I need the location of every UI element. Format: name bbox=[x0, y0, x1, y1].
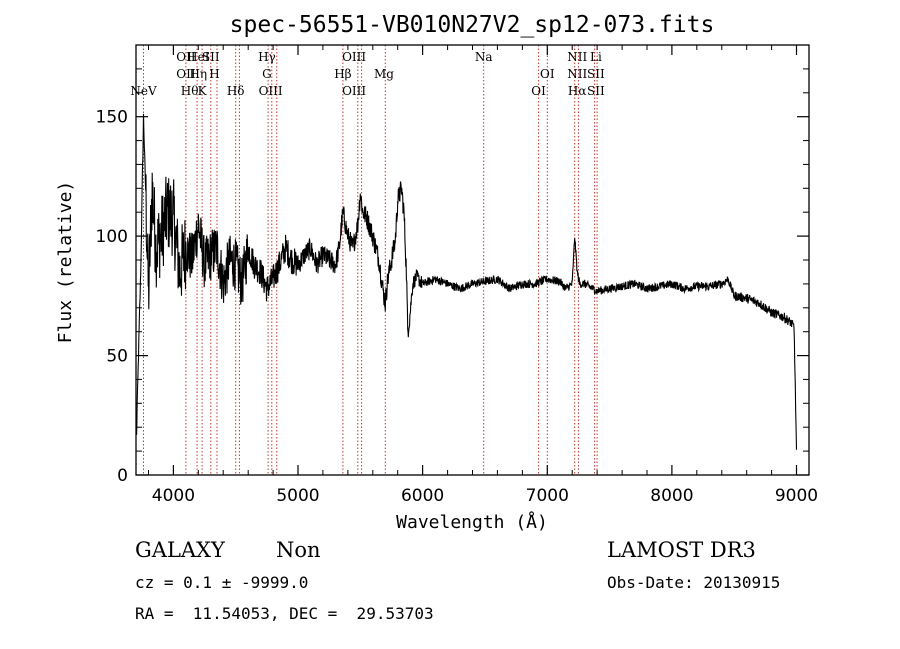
spectral-line-label: Hη bbox=[189, 67, 207, 81]
spectral-line-label: OI bbox=[540, 67, 555, 81]
spectral-line-label: Na bbox=[475, 50, 493, 64]
spectral-line-label: NeV bbox=[130, 84, 157, 98]
y-axis-label: Flux (relative) bbox=[55, 181, 76, 344]
y-tick-label: 100 bbox=[96, 227, 128, 247]
x-tick-label: 6000 bbox=[401, 486, 444, 506]
survey-name: LAMOST DR3 bbox=[607, 538, 756, 562]
spectral-line-label: SII bbox=[587, 67, 605, 81]
spectral-line-label: OIII bbox=[342, 84, 366, 98]
spectral-line-label: Hθ bbox=[181, 84, 199, 98]
spectral-line-label: SII bbox=[202, 50, 220, 64]
plot-frame bbox=[135, 44, 810, 476]
x-tick-label: 9000 bbox=[775, 486, 818, 506]
spectral-line-label: Hβ bbox=[334, 67, 351, 81]
spectrum-series bbox=[136, 113, 798, 450]
spectral-line-label: OII bbox=[176, 50, 196, 64]
obs-date: Obs-Date: 20130915 bbox=[607, 573, 781, 592]
x-tick-label: 5000 bbox=[276, 486, 319, 506]
spectral-line-label: H bbox=[209, 67, 219, 81]
axis-ticks: 4000 5000 6000 7000 8000 9000 0 50 100 150 bbox=[96, 45, 818, 506]
spectral-line-label: OII bbox=[176, 67, 196, 81]
y-tick-label: 150 bbox=[96, 108, 128, 128]
y-tick-label: 0 bbox=[117, 466, 128, 486]
spectral-line-label: NII bbox=[567, 50, 587, 64]
x-tick-label: 4000 bbox=[152, 486, 195, 506]
object-subclass: Non bbox=[276, 538, 321, 562]
spectral-line-label: Mg bbox=[374, 67, 394, 81]
spectral-line-label: G bbox=[262, 67, 272, 81]
x-tick-label: 7000 bbox=[526, 486, 569, 506]
chart-title: spec-56551-VB010N27V2_sp12-073.fits bbox=[230, 12, 715, 38]
spectrum-line bbox=[136, 113, 798, 450]
redshift-cz: cz = 0.1 ± -9999.0 bbox=[135, 573, 309, 592]
spectral-line-label: OI bbox=[531, 84, 546, 98]
x-axis-label: Wavelength (Å) bbox=[396, 511, 548, 533]
spectral-line-label: Hδ bbox=[227, 84, 245, 98]
y-tick-label: 50 bbox=[106, 347, 128, 367]
spectral-line-label: K bbox=[198, 84, 208, 98]
x-tick-label: 8000 bbox=[650, 486, 693, 506]
spectral-line-label: NII bbox=[567, 67, 587, 81]
spectral-line-label: Hγ bbox=[258, 50, 276, 64]
spectral-line-label: OIII bbox=[259, 84, 283, 98]
spectral-line-label: OIII bbox=[342, 50, 366, 64]
spectral-line-label: SII bbox=[587, 84, 605, 98]
coordinates: RA = 11.54053, DEC = 29.53703 bbox=[135, 604, 434, 623]
object-class: GALAXY bbox=[135, 538, 225, 562]
spectral-line-label: HeI bbox=[187, 50, 210, 64]
spectral-line-label: Hα bbox=[568, 84, 587, 98]
spectral-line-label: Li bbox=[590, 50, 602, 64]
